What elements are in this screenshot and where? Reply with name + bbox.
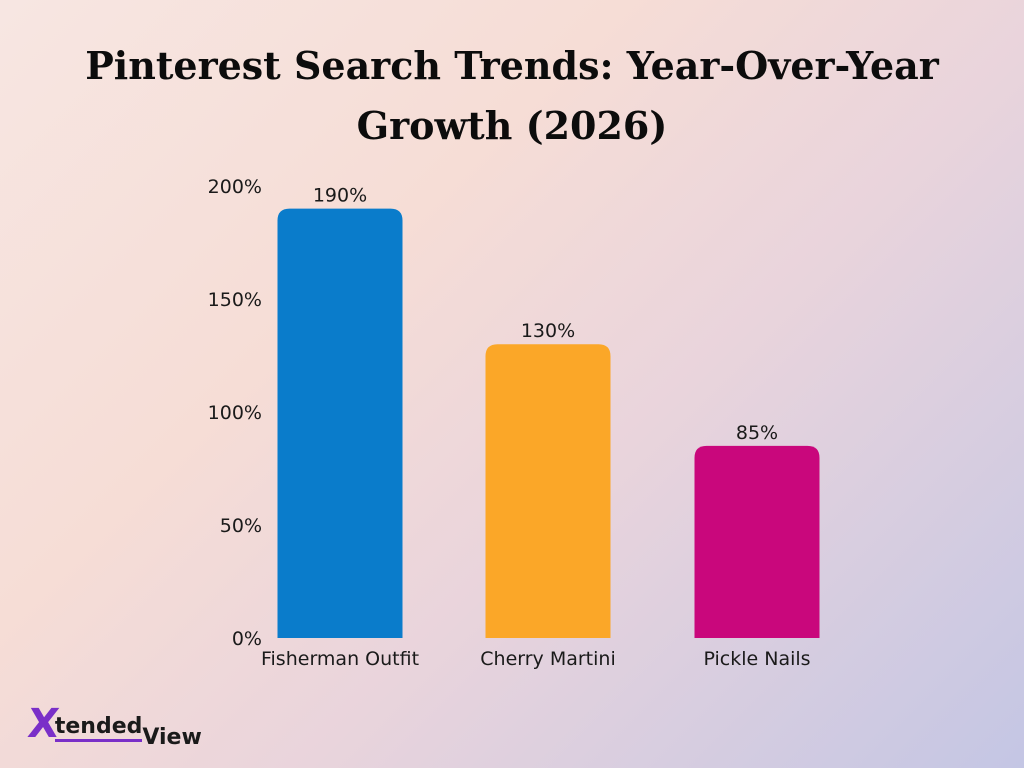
data-label: 190% <box>313 185 367 207</box>
bars <box>277 208 820 638</box>
y-axis-ticks: 0% 50% 100% 150% 200% <box>208 176 262 650</box>
bar <box>277 208 403 638</box>
bar <box>485 344 611 638</box>
chart-title-line-1: Pinterest Search Trends: Year-Over-Year <box>85 43 939 88</box>
y-tick-label: 200% <box>208 176 262 198</box>
bar <box>694 445 820 638</box>
logo-mark: X <box>25 701 60 747</box>
y-tick-label: 150% <box>208 289 262 311</box>
logo-text-view: View <box>142 725 202 750</box>
x-axis-labels: Fisherman Outfit Cherry Martini Pickle Nai… <box>261 648 811 670</box>
y-tick-label: 0% <box>232 628 262 650</box>
y-tick-label: 100% <box>208 402 262 424</box>
data-label: 85% <box>736 422 778 444</box>
chart-title: Pinterest Search Trends: Year-Over-Year … <box>0 36 1024 156</box>
x-tick-label: Fisherman Outfit <box>261 648 419 670</box>
data-label: 130% <box>521 320 575 342</box>
logo-text-tended: tended <box>54 715 143 742</box>
value-labels: 190% 130% 85% <box>313 185 778 444</box>
x-tick-label: Cherry Martini <box>480 648 615 670</box>
y-tick-label: 50% <box>220 515 262 537</box>
x-tick-label: Pickle Nails <box>703 648 810 670</box>
chart-title-line-2: Growth (2026) <box>356 103 668 148</box>
xtendedview-logo: X tended View <box>25 701 202 750</box>
